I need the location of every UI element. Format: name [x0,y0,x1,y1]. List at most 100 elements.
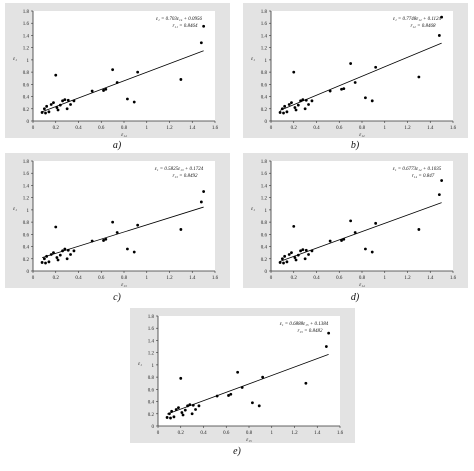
chart-panel-c: 0 0.2 0.4 0.6 0.8 1 1.2 1.4 1.6 1.8 0 0.2 0.4 0.6 0.8 1… [5,153,230,288]
y-tick-label: 0.4 [23,246,30,251]
regression-equation: ε₁ = 0.703ε₁₄ + 0.0956 [156,17,202,22]
data-point [61,99,64,103]
data-point [202,190,206,193]
x-tick-label: 0.4 [75,126,82,131]
y-tick-label: 0.6 [261,83,268,88]
data-point [44,261,47,265]
data-point [342,237,346,241]
y-tick-label: 1.2 [261,197,268,202]
chart-panel-b: 0 0.2 0.4 0.6 0.8 1 1.2 1.4 1.6 1.8 0 0.2 0.4 0.6 0.8 1… [243,3,468,138]
data-point [63,98,67,102]
data-point [310,99,314,103]
plot-area [33,11,215,121]
data-point [132,100,136,104]
x-tick-label: 0.8 [121,126,128,131]
data-point [165,416,169,419]
data-point [364,247,367,251]
data-point [227,394,230,397]
data-point [136,223,140,227]
data-point [54,225,58,229]
data-point [303,257,307,261]
data-point [374,65,378,69]
data-point [194,408,197,411]
data-point [188,403,192,407]
data-point [283,104,287,108]
data-point [437,193,441,197]
data-point [54,73,58,77]
y-tick-label: 0.2 [23,108,30,113]
data-point [45,254,49,258]
data-point [303,107,307,111]
x-tick-label: 1.6 [212,126,219,131]
data-point [52,101,55,105]
data-point [328,89,332,93]
data-point [296,103,300,107]
data-point [301,248,305,252]
data-point [296,253,300,257]
data-point [183,408,187,412]
x-tick-label: 1.4 [427,276,434,281]
panel-caption-b: b) [350,140,360,151]
x-tick-label: 1.4 [314,431,321,436]
y-tick-label: 1.6 [148,327,155,332]
y-tick-label: 1.8 [261,160,268,165]
data-point [167,412,171,416]
data-point [55,256,59,259]
data-point [197,404,201,408]
y-tick-label: 0 [265,270,268,275]
y-tick-label: 1 [152,364,155,369]
data-point [186,404,189,408]
y-tick-label: 0.6 [261,233,268,238]
y-tick-label: 0 [152,425,155,430]
x-tick-label: 1.4 [189,126,196,131]
data-point [282,111,285,115]
x-tick-label: 1 [384,276,387,281]
data-point [437,34,441,37]
data-point [58,253,62,257]
correlation-coefficient: r₁₁ = 0.8464 [172,24,198,29]
data-point [202,24,206,28]
data-point [299,99,302,103]
data-point [307,103,310,106]
y-tick-label: 1.8 [23,10,30,15]
data-point [132,250,136,254]
x-tick-label: 1.4 [427,126,434,131]
data-point [282,261,285,265]
y-tick-label: 1.8 [261,10,268,15]
y-tick-label: 1 [265,59,268,64]
plot-area [158,316,340,426]
data-point [290,101,293,105]
data-point [56,258,60,262]
y-tick-label: 0.4 [23,96,30,101]
data-point [294,108,298,112]
plot-area [271,11,453,121]
x-tick-label: 0.6 [98,276,105,281]
y-tick-label: 1 [27,59,30,64]
y-axis-label: ε₁ [251,207,255,212]
x-tick-label: 1.6 [450,276,457,281]
data-point [285,110,289,114]
y-axis-label: ε₁ [251,57,255,62]
data-point [370,250,374,254]
data-point [307,253,310,256]
x-tick-label: 1.2 [404,276,411,281]
x-tick-label: 0.8 [359,276,366,281]
data-point [72,249,76,253]
data-point [40,261,44,264]
data-point [340,87,343,91]
y-tick-label: 0.8 [23,221,30,226]
data-point [177,406,180,410]
x-tick-label: 1.6 [212,276,219,281]
y-axis-label: ε₁ [138,362,142,367]
x-tick-label: 0.6 [336,126,343,131]
data-point [180,411,184,414]
x-axis-label: ε₁₄ [359,283,365,288]
data-point [280,257,284,261]
x-tick-label: 0 [270,126,273,131]
data-point [199,200,203,204]
y-tick-label: 1.2 [148,352,155,357]
y-tick-label: 1.8 [148,315,155,320]
data-point [349,62,353,65]
data-point [324,345,328,348]
data-point [66,98,70,102]
